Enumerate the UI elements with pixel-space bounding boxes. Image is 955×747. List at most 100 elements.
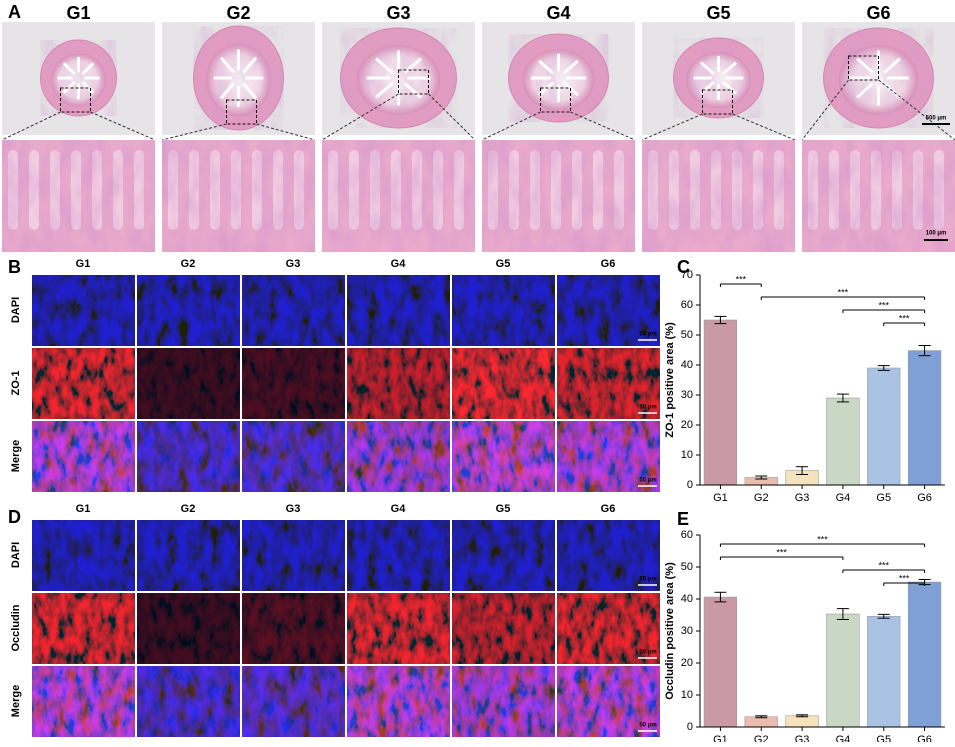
y-tick-label: 20 [681, 657, 693, 669]
y-tick-label: 0 [687, 721, 693, 733]
bar [867, 616, 900, 727]
marker-signal [452, 593, 555, 664]
marker-signal [137, 421, 240, 492]
bar [786, 716, 819, 727]
row-label: Occludin [10, 604, 22, 651]
bar [704, 320, 737, 485]
x-tick-label: G2 [754, 492, 769, 504]
x-tick-label: G1 [713, 734, 728, 742]
dapi-signal [32, 275, 135, 346]
group-label: G2 [181, 258, 196, 270]
group-label: G3 [286, 503, 301, 515]
group-title: G3 [386, 3, 410, 23]
x-tick-label: G3 [795, 734, 810, 742]
y-tick-label: 30 [681, 389, 693, 401]
group-label: G3 [286, 258, 301, 270]
x-tick-label: G2 [754, 734, 769, 742]
tissue-texture [2, 140, 155, 252]
y-axis-label: Occludin positive area (%) [664, 562, 676, 700]
marker-signal [32, 666, 135, 737]
row-label: DAPI [10, 542, 22, 568]
dapi-signal [452, 275, 555, 346]
x-tick-label: G6 [917, 492, 932, 504]
y-tick-label: 70 [681, 269, 693, 281]
marker-signal [347, 666, 450, 737]
tissue-texture [322, 140, 475, 252]
significance-label: *** [878, 300, 889, 310]
y-tick-label: 40 [681, 359, 693, 371]
significance-label: *** [899, 573, 910, 583]
group-title: G1 [66, 3, 90, 23]
scale-bar-label: 50 μm [639, 405, 656, 411]
panel-label: E [677, 509, 689, 529]
row-label: ZO-1 [10, 370, 22, 395]
marker-signal [32, 593, 135, 664]
panel-label: A [8, 2, 21, 22]
bar [704, 597, 737, 727]
group-label: G6 [601, 503, 616, 515]
row-label: Merge [10, 685, 22, 717]
tissue-texture [482, 140, 635, 252]
group-title: G6 [866, 3, 890, 23]
bar [908, 351, 941, 485]
marker-signal [452, 348, 555, 419]
marker-signal [242, 593, 345, 664]
y-tick-label: 20 [681, 419, 693, 431]
group-label: G5 [496, 258, 511, 270]
marker-signal [137, 593, 240, 664]
bar [867, 368, 900, 485]
y-tick-label: 50 [681, 329, 693, 341]
y-axis-label: ZO-1 positive area (%) [664, 322, 676, 438]
y-tick-label: 10 [681, 449, 693, 461]
scale-bar-label: 500 μm [926, 116, 947, 122]
x-tick-label: G4 [836, 734, 851, 742]
tissue-texture [162, 140, 315, 252]
panel-label: B [8, 257, 21, 277]
group-label: G2 [181, 503, 196, 515]
tissue-texture [674, 38, 764, 118]
marker-signal [347, 348, 450, 419]
y-tick-label: 50 [681, 561, 693, 573]
tissue-texture [41, 40, 117, 116]
tissue-texture [509, 34, 609, 122]
significance-label: *** [817, 534, 828, 544]
group-label: G4 [391, 258, 407, 270]
marker-signal [32, 348, 135, 419]
marker-signal [242, 421, 345, 492]
significance-label: *** [776, 547, 787, 557]
row-label: Merge [10, 440, 22, 472]
significance-label: *** [838, 287, 849, 297]
dapi-signal [347, 275, 450, 346]
marker-signal [452, 421, 555, 492]
group-label: G1 [76, 258, 91, 270]
dapi-signal [242, 520, 345, 591]
x-tick-label: G6 [917, 734, 932, 742]
scale-bar-label: 50 μm [639, 478, 656, 484]
marker-signal [137, 348, 240, 419]
group-label: G4 [391, 503, 407, 515]
group-title: G5 [706, 3, 730, 23]
y-tick-label: 40 [681, 593, 693, 605]
tissue-texture [194, 26, 284, 130]
dapi-signal [347, 520, 450, 591]
scale-bar-label: 100 μm [926, 231, 947, 237]
dapi-signal [242, 275, 345, 346]
marker-signal [32, 421, 135, 492]
y-tick-label: 0 [687, 479, 693, 491]
group-label: G1 [76, 503, 91, 515]
significance-label: *** [736, 274, 747, 284]
dapi-signal [32, 520, 135, 591]
group-title: G2 [226, 3, 250, 23]
dapi-signal [137, 275, 240, 346]
group-label: G5 [496, 503, 511, 515]
bar [827, 614, 860, 727]
dapi-signal [452, 520, 555, 591]
y-tick-label: 60 [681, 299, 693, 311]
significance-label: *** [878, 560, 889, 570]
marker-signal [347, 421, 450, 492]
y-tick-label: 60 [681, 529, 693, 541]
x-tick-label: G4 [836, 492, 851, 504]
bar [908, 582, 941, 727]
scale-bar-label: 50 μm [639, 332, 656, 338]
x-tick-label: G5 [876, 734, 891, 742]
